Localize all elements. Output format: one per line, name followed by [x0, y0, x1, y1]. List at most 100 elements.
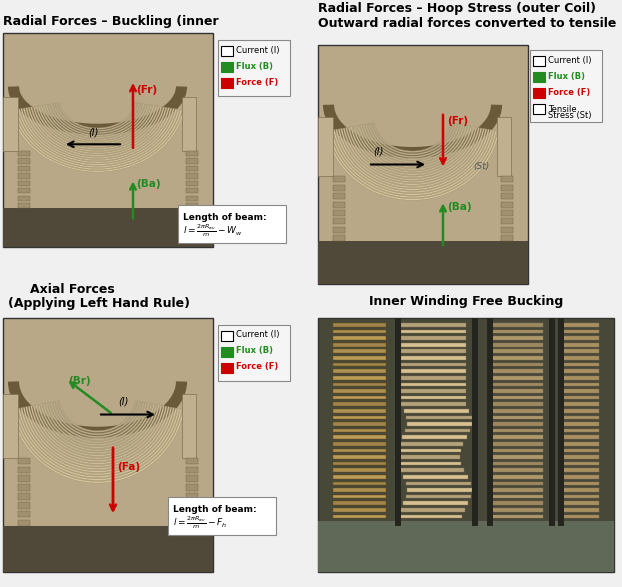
- Polygon shape: [326, 131, 499, 200]
- Bar: [560, 462, 599, 465]
- Bar: [186, 458, 198, 464]
- Bar: [560, 356, 599, 360]
- Bar: [221, 363, 233, 373]
- Bar: [490, 336, 543, 340]
- Bar: [560, 436, 599, 439]
- Bar: [490, 323, 543, 327]
- Bar: [333, 442, 386, 446]
- Bar: [560, 323, 599, 327]
- Bar: [401, 389, 466, 393]
- Bar: [490, 495, 543, 498]
- Bar: [186, 166, 198, 171]
- Text: $l = \frac{2\pi R_{av}}{m} - W_w$: $l = \frac{2\pi R_{av}}{m} - W_w$: [183, 223, 243, 239]
- Polygon shape: [45, 104, 150, 141]
- Bar: [333, 369, 386, 373]
- Bar: [496, 117, 511, 177]
- Polygon shape: [335, 129, 490, 190]
- Polygon shape: [340, 129, 485, 185]
- Polygon shape: [345, 127, 480, 180]
- Text: Force (F): Force (F): [548, 87, 590, 96]
- Bar: [490, 462, 543, 465]
- Bar: [490, 481, 543, 485]
- Text: (St): (St): [473, 162, 490, 171]
- Bar: [560, 475, 599, 478]
- Bar: [501, 201, 513, 208]
- Bar: [560, 422, 599, 426]
- Bar: [333, 193, 345, 199]
- Text: Axial Forces: Axial Forces: [30, 283, 114, 296]
- Polygon shape: [58, 103, 137, 129]
- Polygon shape: [48, 104, 147, 139]
- Bar: [401, 396, 466, 399]
- Polygon shape: [26, 407, 169, 467]
- Bar: [3, 318, 213, 572]
- Bar: [333, 515, 386, 518]
- Bar: [186, 158, 198, 164]
- Text: $l = \frac{2\pi R_{av}}{m} - F_h$: $l = \frac{2\pi R_{av}}{m} - F_h$: [173, 515, 227, 531]
- Bar: [333, 422, 386, 426]
- Polygon shape: [21, 407, 174, 473]
- Text: Length of beam:: Length of beam:: [173, 505, 257, 514]
- Bar: [17, 203, 30, 208]
- Bar: [406, 495, 471, 498]
- Bar: [405, 429, 470, 433]
- Bar: [560, 336, 599, 340]
- Bar: [490, 442, 543, 446]
- Bar: [401, 349, 466, 353]
- Polygon shape: [53, 402, 142, 438]
- Bar: [17, 484, 30, 491]
- Bar: [533, 56, 545, 66]
- Bar: [17, 188, 30, 194]
- Bar: [401, 383, 466, 386]
- Bar: [3, 33, 213, 247]
- Bar: [168, 497, 276, 535]
- Text: Force (F): Force (F): [236, 363, 278, 372]
- Bar: [560, 369, 599, 373]
- Polygon shape: [45, 403, 150, 446]
- Polygon shape: [55, 103, 140, 131]
- Bar: [186, 502, 198, 508]
- Bar: [17, 173, 30, 178]
- Bar: [560, 488, 599, 492]
- Text: (Br): (Br): [68, 376, 91, 386]
- Bar: [397, 515, 462, 518]
- Text: (I): (I): [118, 396, 128, 406]
- Bar: [333, 363, 386, 366]
- Bar: [333, 349, 386, 353]
- Bar: [333, 227, 345, 232]
- Bar: [401, 323, 466, 327]
- Bar: [560, 383, 599, 386]
- Polygon shape: [18, 408, 177, 475]
- Bar: [3, 527, 213, 572]
- Bar: [560, 402, 599, 406]
- Bar: [333, 481, 386, 485]
- Bar: [501, 177, 513, 183]
- Bar: [399, 468, 465, 472]
- Bar: [490, 376, 543, 380]
- Bar: [3, 208, 213, 247]
- Polygon shape: [40, 105, 155, 145]
- Bar: [560, 468, 599, 472]
- Bar: [560, 508, 599, 512]
- Bar: [501, 227, 513, 232]
- Bar: [333, 475, 386, 478]
- Bar: [318, 117, 333, 177]
- Bar: [400, 508, 465, 512]
- Bar: [318, 521, 614, 572]
- Polygon shape: [343, 128, 482, 183]
- Bar: [333, 429, 386, 433]
- Bar: [17, 475, 30, 482]
- Polygon shape: [55, 401, 140, 435]
- Bar: [560, 396, 599, 399]
- Polygon shape: [11, 110, 184, 172]
- Bar: [501, 235, 513, 241]
- Bar: [333, 468, 386, 472]
- Bar: [186, 188, 198, 194]
- Bar: [395, 318, 401, 527]
- Bar: [17, 520, 30, 527]
- Bar: [407, 488, 472, 492]
- Bar: [490, 396, 543, 399]
- Bar: [178, 205, 286, 243]
- Bar: [401, 356, 466, 360]
- Text: Inner Winding Free Bucking: Inner Winding Free Bucking: [369, 295, 563, 308]
